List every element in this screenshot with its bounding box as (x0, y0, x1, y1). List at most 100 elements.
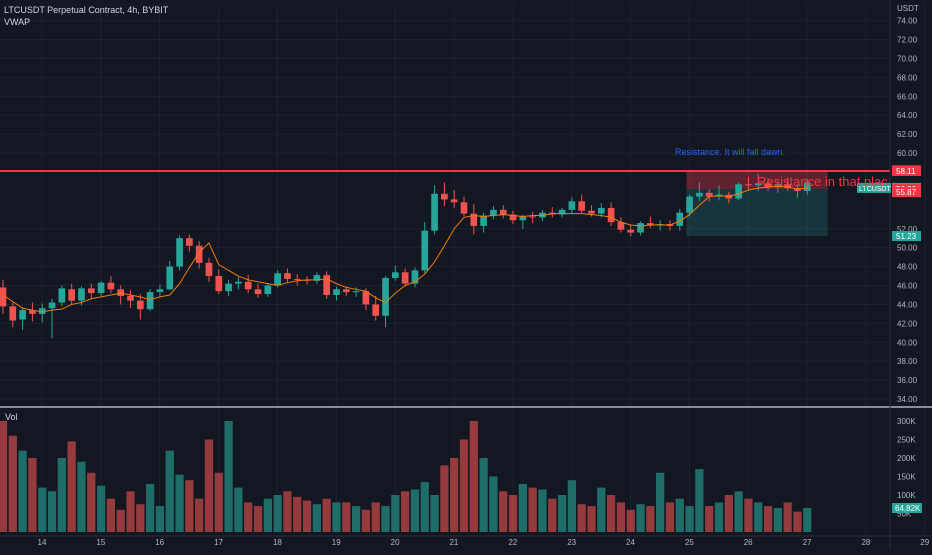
symbol-title[interactable]: LTCUSDT Perpetual Contract, 4h, BYBIT (4, 5, 169, 15)
volume-bar (685, 506, 694, 532)
candle-body (284, 273, 291, 279)
candle (441, 182, 448, 207)
candle (205, 258, 213, 282)
price-axis-currency: USDT (897, 4, 919, 13)
time-axis-tick: 19 (332, 538, 341, 547)
grid (0, 4, 926, 534)
volume-bar (646, 506, 655, 532)
candle-body (58, 288, 66, 303)
candle (19, 307, 26, 330)
candle-body (156, 289, 164, 293)
candle (450, 189, 458, 208)
volume-bar (244, 502, 253, 532)
volume-bar (214, 472, 223, 532)
volume-bar (793, 511, 802, 532)
candle-body (745, 184, 752, 186)
volume-bar (204, 439, 214, 532)
candle (764, 178, 772, 191)
candle (195, 241, 203, 269)
position-box-stop-zone[interactable] (686, 170, 828, 190)
price-axis-tick: 64.00 (897, 111, 918, 120)
candle (225, 279, 232, 296)
candle-body (136, 300, 144, 310)
candle (136, 294, 144, 320)
candle-body (391, 272, 399, 278)
candle-body (127, 295, 134, 301)
candle (745, 176, 752, 190)
volume-bar (705, 506, 714, 532)
time-axis-tick: 27 (803, 538, 812, 547)
candle-body (0, 287, 7, 307)
volume-bar (293, 496, 302, 532)
candle (705, 189, 713, 202)
price-axis-tick: 46.00 (897, 282, 918, 291)
volume-bar (616, 502, 626, 532)
volume-bar (597, 487, 606, 532)
time-axis-tick: 25 (685, 538, 694, 547)
candle-body (578, 201, 586, 211)
annotation-large-text[interactable]: Resistance in that place (757, 174, 887, 189)
candle-body (87, 288, 95, 294)
candle (29, 302, 36, 322)
volume-axis-tick: 100K (897, 491, 916, 500)
candle-body (460, 202, 468, 214)
candle (333, 286, 340, 301)
volume-bar (175, 474, 184, 532)
candle (38, 303, 46, 323)
indicator-label[interactable]: VWAP (4, 17, 31, 27)
volume-bar (47, 491, 57, 532)
vwap-line (2, 185, 808, 313)
volume-bar (538, 489, 547, 532)
candle-body (382, 277, 389, 316)
volume-bars (0, 421, 812, 532)
time-axis-tick: 16 (155, 538, 164, 547)
time-axis-tick: 17 (214, 538, 223, 547)
price-axis-tick: 38.00 (897, 357, 918, 366)
volume-bar (302, 500, 312, 532)
candle-body (676, 212, 684, 226)
candle-body (313, 275, 321, 281)
volume-bar (656, 472, 665, 532)
candle-body (490, 209, 497, 216)
candle-body (558, 209, 566, 215)
candle-body (97, 282, 105, 294)
volume-bar (155, 506, 165, 532)
candle (215, 269, 223, 295)
candle-body (186, 238, 193, 246)
volume-bar (371, 502, 380, 532)
candle-body (431, 193, 438, 231)
volume-bar (508, 495, 518, 532)
candle-body (264, 285, 272, 295)
candle (578, 194, 586, 214)
volume-bar (116, 509, 125, 532)
candle-body (607, 207, 615, 223)
candle (676, 208, 684, 231)
candle-body (215, 276, 223, 292)
time-axis-tick: 22 (508, 538, 517, 547)
volume-bar (489, 476, 498, 532)
volume-label[interactable]: Vol (5, 412, 18, 422)
candle (647, 216, 654, 228)
annotation-small-text[interactable]: Resistance. It will fall dawn. (675, 147, 786, 157)
candle (382, 276, 389, 328)
time-axis-tick: 18 (273, 538, 282, 547)
volume-bar (361, 509, 371, 532)
candle-body (107, 282, 115, 290)
volume-bar (754, 502, 763, 532)
candle (58, 285, 66, 307)
price-label: 55.87 (892, 187, 921, 198)
candle-body (686, 196, 693, 213)
volume-bar (342, 502, 351, 532)
candle-body (176, 238, 183, 267)
candle-body (421, 230, 429, 271)
candle-body (38, 308, 46, 314)
candle-body (617, 222, 625, 230)
candle-body (362, 291, 370, 305)
candle-body (441, 193, 448, 200)
price-axis-tick: 36.00 (897, 376, 918, 385)
price-label-text: 51.23 (896, 232, 917, 241)
volume-bar (714, 502, 724, 532)
candle-body (78, 288, 85, 301)
